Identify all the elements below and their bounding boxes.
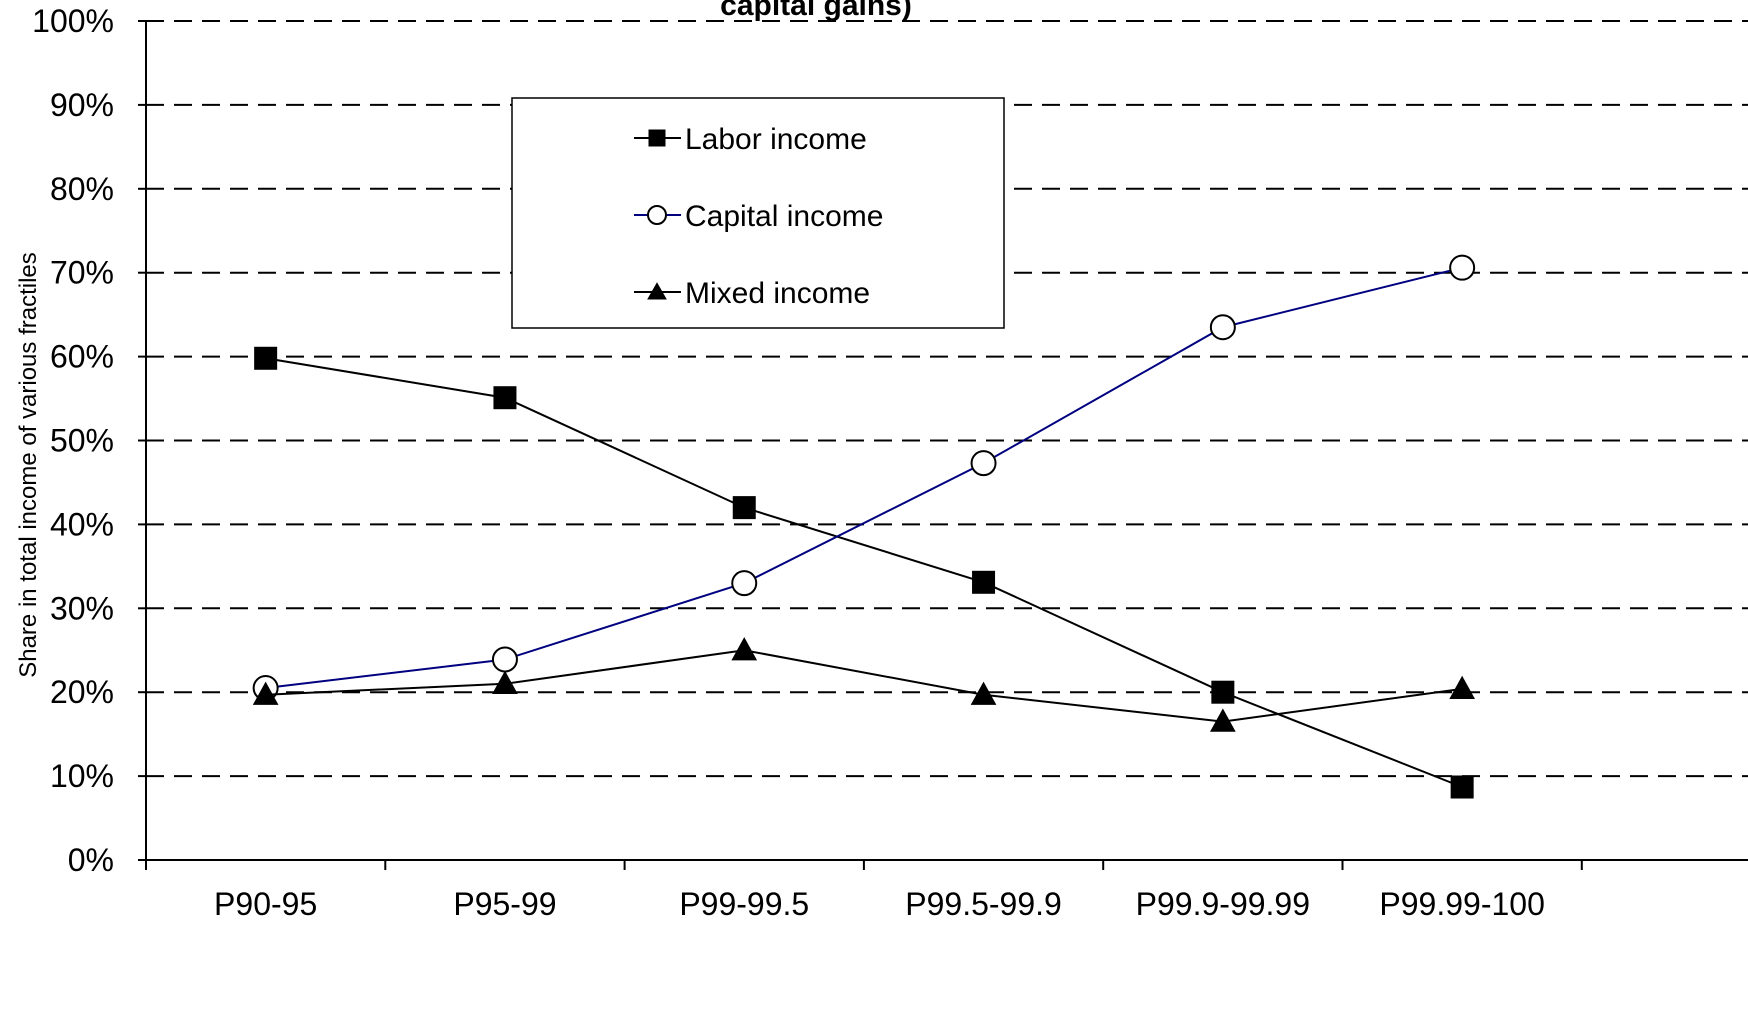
legend-marker-capital-income xyxy=(647,205,667,225)
series-line-mixed-income xyxy=(265,649,1463,723)
y-tick-label: 90% xyxy=(50,87,114,123)
data-point-capital-income xyxy=(1209,314,1236,341)
x-tick-label: P99.99-100 xyxy=(1379,886,1544,922)
y-tick-label: 50% xyxy=(50,423,114,459)
axes xyxy=(138,20,1748,870)
data-point-capital-income xyxy=(1449,254,1476,281)
data-point-capital-income xyxy=(491,646,518,673)
series xyxy=(252,254,1476,799)
y-tick-label: 10% xyxy=(50,758,114,794)
series-line-capital-income xyxy=(265,266,1463,689)
data-point-labor-income xyxy=(972,570,996,594)
data-point-labor-income xyxy=(493,386,517,410)
x-tick-label: P90-95 xyxy=(214,886,317,922)
data-point-capital-income xyxy=(970,450,997,477)
y-axis-label: Share in total income of various fractil… xyxy=(15,252,42,678)
series-line-labor-income xyxy=(265,357,1463,788)
legend-marker-labor-income xyxy=(648,129,666,147)
data-point-labor-income xyxy=(732,496,756,520)
legend: Labor income Capital income Mixed income xyxy=(511,97,1005,329)
data-point-labor-income xyxy=(1450,775,1474,799)
data-point-labor-income xyxy=(1211,680,1235,704)
tick-labels: 0% 10% 20% 30% 40% 50% 60% 70% 80% 90% 100% P90-95 P… xyxy=(32,3,1545,922)
data-point-mixed-income xyxy=(731,637,758,661)
x-tick-label: P99.5-99.9 xyxy=(905,886,1062,922)
data-point-capital-income xyxy=(731,570,758,597)
y-tick-label: 40% xyxy=(50,506,114,542)
legend-label-mixed-income: Mixed income xyxy=(685,277,870,310)
data-point-mixed-income xyxy=(1449,675,1475,700)
series-capital-income xyxy=(252,254,1476,702)
y-tick-label: 70% xyxy=(50,255,114,291)
data-point-mixed-income xyxy=(970,681,997,705)
y-tick-label: 0% xyxy=(68,842,114,878)
y-tick-label: 20% xyxy=(50,674,114,710)
x-tick-label: P95-99 xyxy=(453,886,556,922)
data-point-mixed-income xyxy=(252,681,279,705)
series-mixed-income xyxy=(252,637,1475,732)
legend-label-labor-income: Labor income xyxy=(685,123,867,156)
y-tick-label: 80% xyxy=(50,171,114,207)
legend-box xyxy=(511,97,1005,329)
y-tick-label: 30% xyxy=(50,590,114,626)
chart-title: capital gains) xyxy=(720,0,912,22)
x-tick-label: P99.9-99.99 xyxy=(1136,886,1310,922)
data-point-mixed-income xyxy=(492,670,518,694)
legend-marker-mixed-income xyxy=(647,282,667,300)
y-tick-label: 100% xyxy=(32,3,114,39)
data-point-labor-income xyxy=(254,346,278,370)
x-tick-label: P99-99.5 xyxy=(679,886,809,922)
y-tick-label: 60% xyxy=(50,339,114,375)
series-labor-income xyxy=(254,346,1474,799)
data-point-mixed-income xyxy=(1210,708,1236,732)
legend-label-capital-income: Capital income xyxy=(685,200,883,233)
